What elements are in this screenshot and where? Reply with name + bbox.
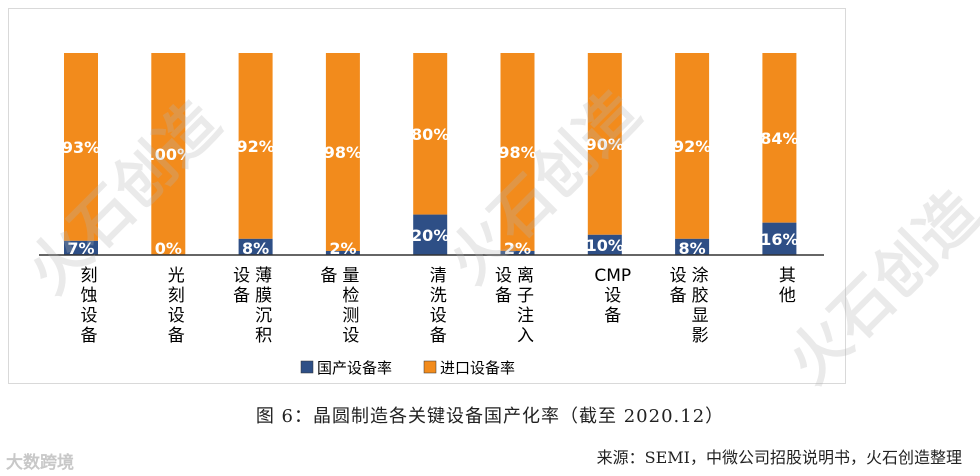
svg-text:子: 子 <box>517 286 534 306</box>
svg-text:设: 设 <box>430 306 447 326</box>
logo-text: 大数跨境 <box>6 453 74 473</box>
bar-domestic-2 <box>238 238 273 255</box>
svg-text:膜: 膜 <box>255 286 272 306</box>
bar-import-5 <box>500 53 535 251</box>
svg-text:备: 备 <box>320 266 337 286</box>
svg-text:显: 显 <box>692 306 709 326</box>
svg-text:设: 设 <box>81 306 98 326</box>
data-label-domestic-7: 8% <box>679 239 706 258</box>
data-label-import-2: 92% <box>236 137 274 156</box>
svg-text:国产设备率: 国产设备率 <box>317 359 392 377</box>
svg-text:他: 他 <box>779 286 796 306</box>
bar-import-1 <box>151 53 186 255</box>
bar-domestic-5 <box>500 250 535 255</box>
svg-text:光: 光 <box>168 266 185 286</box>
bar-domestic-0 <box>64 240 98 255</box>
data-label-import-5: 98% <box>498 143 536 162</box>
bar-import-7 <box>675 53 710 239</box>
bar-import-0 <box>64 53 98 241</box>
svg-text:备: 备 <box>604 306 621 326</box>
data-label-domestic-5: 2% <box>504 239 531 258</box>
bar-domestic-4 <box>413 214 448 255</box>
data-label-import-1: 100% <box>144 145 193 164</box>
data-label-domestic-8: 16% <box>760 230 798 249</box>
bar-domestic-8 <box>762 222 797 255</box>
bar-import-6 <box>587 53 622 235</box>
category-label-8: 其他 <box>779 266 796 306</box>
data-label-import-8: 84% <box>760 129 798 148</box>
svg-text:清: 清 <box>430 266 447 286</box>
svg-text:设: 设 <box>670 266 687 286</box>
bar-import-4 <box>413 53 448 215</box>
svg-text:备: 备 <box>233 286 250 306</box>
bar-import-3 <box>325 53 360 251</box>
data-label-domestic-4: 20% <box>411 226 449 245</box>
data-label-import-4: 80% <box>411 125 449 144</box>
svg-text:量: 量 <box>342 266 359 286</box>
svg-text:蚀: 蚀 <box>81 286 98 306</box>
data-label-domestic-0: 7% <box>67 239 94 258</box>
stacked-bar-chart: 93% 7% 100% 0% 92% 8% 98% 2% 80% 20% 98% 2% 90% 10% 92… <box>39 53 824 377</box>
svg-text:测: 测 <box>342 306 359 326</box>
svg-text:备: 备 <box>670 286 687 306</box>
data-label-domestic-3: 2% <box>329 239 356 258</box>
svg-text:刻: 刻 <box>168 286 185 306</box>
chart-frame: 93% 7% 100% 0% 92% 8% 98% 2% 80% 20% 98% 2% 90% 10% 92… <box>8 8 846 384</box>
svg-text:设: 设 <box>604 286 621 306</box>
data-label-domestic-1: 0% <box>155 239 182 258</box>
svg-text:备: 备 <box>430 326 447 346</box>
svg-text:刻: 刻 <box>81 266 98 286</box>
svg-text:设: 设 <box>233 266 250 286</box>
svg-text:检: 检 <box>342 286 359 306</box>
data-label-domestic-6: 10% <box>586 236 624 255</box>
svg-text:设: 设 <box>495 266 512 286</box>
data-label-import-6: 90% <box>586 135 624 154</box>
svg-text:设: 设 <box>168 306 185 326</box>
svg-text:洗: 洗 <box>430 286 447 306</box>
svg-text:入: 入 <box>517 326 534 346</box>
svg-text:CMP: CMP <box>594 266 631 286</box>
data-label-domestic-2: 8% <box>242 239 269 258</box>
figure-caption: 图 6：晶圆制造各关键设备国产化率（截至 2020.12） <box>255 406 725 427</box>
bar-import-2 <box>238 53 273 239</box>
svg-text:胶: 胶 <box>692 286 709 306</box>
svg-text:离: 离 <box>517 266 534 286</box>
bar-domestic-7 <box>675 238 710 255</box>
legend-item-1: 进口设备率 <box>423 359 515 377</box>
data-label-import-0: 93% <box>62 138 100 157</box>
svg-text:备: 备 <box>168 326 185 346</box>
svg-text:设: 设 <box>342 326 359 346</box>
source-note: 来源：SEMI，中微公司招股说明书，火石创造整理 <box>596 448 962 467</box>
svg-text:积: 积 <box>255 326 272 346</box>
svg-text:涂: 涂 <box>692 266 709 286</box>
svg-text:其: 其 <box>779 266 796 286</box>
data-label-import-3: 98% <box>324 143 362 162</box>
data-label-import-7: 92% <box>673 137 711 156</box>
legend-item-0: 国产设备率 <box>300 359 392 377</box>
svg-text:进口设备率: 进口设备率 <box>440 359 515 377</box>
bar-domestic-6 <box>587 234 622 255</box>
svg-text:影: 影 <box>692 326 709 346</box>
svg-text:薄: 薄 <box>255 266 272 286</box>
bar-domestic-3 <box>325 250 360 255</box>
svg-text:沉: 沉 <box>255 306 272 326</box>
svg-text:备: 备 <box>81 326 98 346</box>
svg-text:备: 备 <box>495 286 512 306</box>
svg-text:注: 注 <box>517 306 534 326</box>
bar-import-8 <box>762 53 797 223</box>
